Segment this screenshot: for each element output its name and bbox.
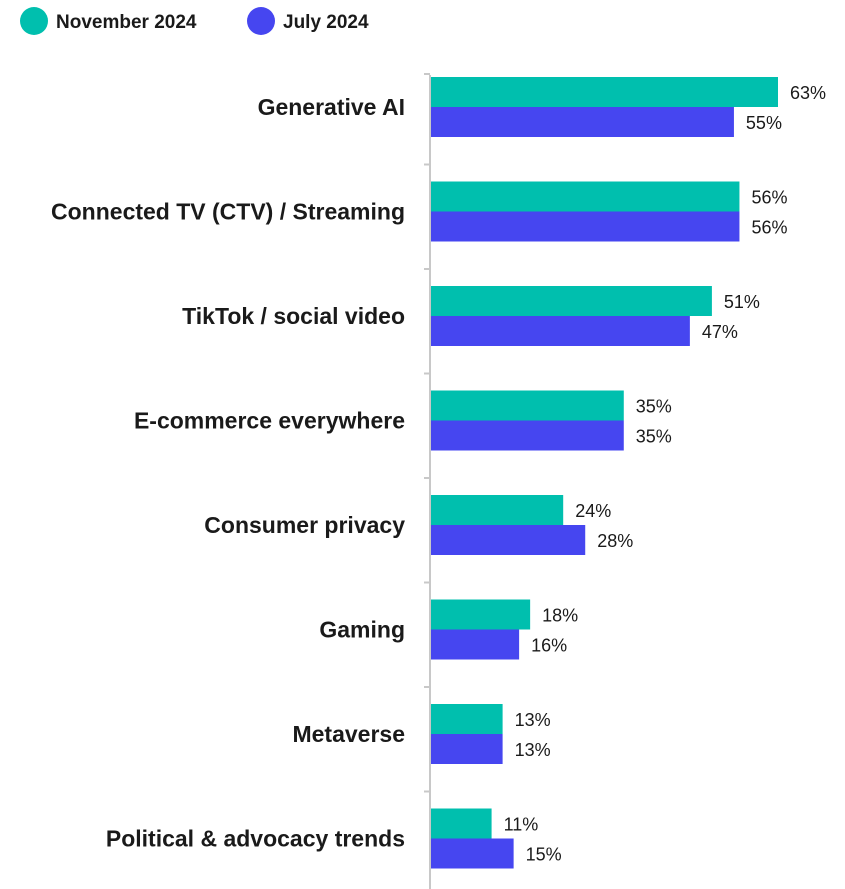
bar-july-2024-gaming (431, 629, 520, 660)
value-label-november-2024-connected-tv-ctv-streaming: 56% (751, 188, 787, 208)
value-label-july-2024-consumer-privacy: 28% (597, 531, 633, 551)
bar-july-2024-generative-ai (431, 107, 734, 137)
bar-november-2024-generative-ai (431, 77, 778, 107)
bars (431, 77, 778, 869)
legend-swatch-july-2024 (247, 7, 275, 35)
bar-july-2024-metaverse (431, 734, 503, 764)
legend-label-november-2024: November 2024 (56, 12, 197, 33)
value-labels: 63% 55% 56% 56% 51% 47% 35% 35% 24% 28% 18% 16% 13% 1… (504, 83, 826, 865)
bar-november-2024-e-commerce-everywhere (431, 390, 624, 421)
bar-november-2024-connected-tv-ctv-streaming (431, 181, 740, 212)
value-label-november-2024-consumer-privacy: 24% (575, 501, 611, 521)
legend-swatch-november-2024 (20, 7, 48, 35)
value-label-july-2024-generative-ai: 55% (746, 113, 782, 133)
value-label-november-2024-e-commerce-everywhere: 35% (636, 397, 672, 417)
value-label-july-2024-metaverse: 13% (515, 740, 551, 760)
bar-july-2024-consumer-privacy (431, 525, 586, 555)
category-label-generative-ai: Generative AI (258, 94, 405, 120)
bar-november-2024-tiktok-social-video (431, 286, 712, 316)
value-label-july-2024-political-advocacy-trends: 15% (526, 845, 562, 865)
bar-july-2024-political-advocacy-trends (431, 838, 514, 869)
category-label-connected-tv-ctv-streaming: Connected TV (CTV) / Streaming (51, 199, 405, 225)
category-label-e-commerce-everywhere: E-commerce everywhere (134, 408, 405, 434)
value-label-july-2024-gaming: 16% (531, 636, 567, 656)
category-label-metaverse: Metaverse (292, 721, 405, 747)
category-label-tiktok-social-video: TikTok / social video (182, 303, 405, 329)
value-label-july-2024-tiktok-social-video: 47% (702, 322, 738, 342)
category-label-gaming: Gaming (319, 617, 405, 643)
legend-label-july-2024: July 2024 (283, 12, 369, 33)
value-label-july-2024-e-commerce-everywhere: 35% (636, 427, 672, 447)
value-label-november-2024-tiktok-social-video: 51% (724, 292, 760, 312)
category-labels: Generative AI Connected TV (CTV) / Stream… (51, 94, 405, 852)
value-label-november-2024-metaverse: 13% (515, 710, 551, 730)
bar-november-2024-metaverse (431, 704, 503, 734)
bar-november-2024-political-advocacy-trends (431, 808, 492, 839)
legend: November 2024 July 2024 (20, 7, 369, 35)
bar-july-2024-e-commerce-everywhere (431, 420, 624, 451)
value-label-july-2024-connected-tv-ctv-streaming: 56% (751, 218, 787, 238)
category-label-consumer-privacy: Consumer privacy (204, 512, 405, 538)
bar-july-2024-tiktok-social-video (431, 316, 690, 346)
value-label-november-2024-generative-ai: 63% (790, 83, 826, 103)
value-label-november-2024-gaming: 18% (542, 606, 578, 626)
category-label-political-advocacy-trends: Political & advocacy trends (106, 826, 405, 852)
value-label-november-2024-political-advocacy-trends: 11% (504, 815, 539, 835)
bar-july-2024-connected-tv-ctv-streaming (431, 211, 740, 242)
bar-november-2024-consumer-privacy (431, 495, 564, 525)
axis-ticks (424, 73, 430, 793)
bar-november-2024-gaming (431, 599, 531, 630)
